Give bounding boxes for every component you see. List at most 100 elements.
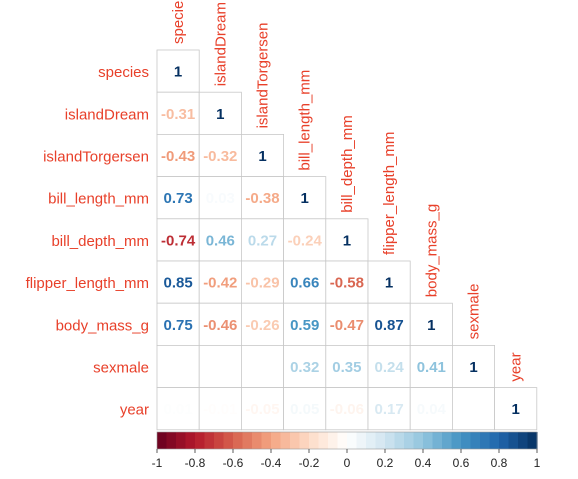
value-label: 0.04 [417,401,447,418]
cell-body_mass_g-species [156,302,200,346]
cell-year-species [156,387,200,431]
column-label-year: year [508,352,525,381]
colorbar-segment [204,432,215,449]
column-labels: species islandDream islandTorgersen bill_le… [170,0,525,382]
colorbar-segment [290,432,301,449]
colorbar-segment [527,432,538,449]
value-label: 0.27 [248,232,277,249]
colorbar-segment [518,432,529,449]
cell-bill_length_mm-bill_length_mm [283,176,327,220]
colorbar-segment [309,432,320,449]
value-label: 0.87 [374,317,403,334]
colorbar-segment [185,432,196,449]
value-label: -0.38 [245,190,279,207]
column-label-body_mass_g: body_mass_g [423,204,440,297]
value-label: 0.85 [163,275,192,292]
value-label: 1 [216,106,224,123]
column-label-sexmale: sexmale [466,284,483,340]
value-label: 0.59 [290,317,319,334]
column-label-bill_length_mm: bill_length_mm [297,70,314,171]
colorbar-segment [214,432,225,449]
colorbar-segment [328,432,339,449]
colorbar-segment [480,432,491,449]
colorbar-tick-label: 0.6 [453,456,470,470]
value-label: 0.35 [332,359,361,376]
colorbar-tick-label: -1 [152,456,163,470]
value-layer: 1 -0.31 1 -0.43 -0.32 1 0.73 0.03 -0.38 1 -0.74 0.4… [161,64,520,419]
colorbar-segment [356,432,367,449]
cell-year-bill_length_mm [283,387,327,431]
colorbar-tick-label: -0.8 [185,456,206,470]
cell-body_mass_g-flipper_length_mm [367,302,411,346]
colorbar-segment [442,432,453,449]
cell-bill_depth_mm-bill_length_mm [283,218,327,262]
cell-flipper_length_mm-flipper_length_mm [367,260,411,304]
colorbar-segment [470,432,481,449]
column-label-islandDream: islandDream [212,2,229,86]
value-label: -0.74 [161,232,196,249]
row-label-bill_length_mm: bill_length_mm [48,191,149,208]
colorbar-tick-label: 0.8 [491,456,508,470]
value-label: 0.01 [163,401,192,418]
value-label: 0.17 [374,401,403,418]
value-label: -0.42 [203,275,237,292]
value-label: 1 [427,317,435,334]
colorbar-tick-label: 0.2 [377,456,394,470]
colorbar-tick-label: 0.4 [415,456,432,470]
colorbar-tick-label: -0.6 [223,456,244,470]
value-label: -0.29 [245,275,279,292]
colorbar-segment [337,432,348,449]
value-label: 0.41 [417,359,446,376]
value-label: -0.01 [203,401,237,418]
colorbar-segment [233,432,244,449]
value-label: -0.26 [245,317,279,334]
colorbar: -1 -0.8 -0.6 -0.4 -0.2 0 0.2 0.4 0.6 0.8 1 [152,431,541,470]
value-label: 0.75 [163,317,192,334]
value-label: 1 [512,401,520,418]
row-label-sexmale: sexmale [93,360,149,377]
colorbar-segment [299,432,310,449]
colorbar-tick-label: 1 [534,456,541,470]
value-label: -0.05 [245,401,279,418]
cell-year-islandDream [198,387,242,431]
cell-flipper_length_mm-islandDream [198,260,242,304]
cell-body_mass_g-body_mass_g [409,302,453,346]
cell-year-bill_depth_mm [325,387,369,431]
cell-year-body_mass_g [409,387,453,431]
cell-bill_length_mm-islandDream [198,176,242,220]
column-label-islandTorgersen: islandTorgersen [255,22,272,128]
value-label: 0.03 [206,190,235,207]
colorbar-segment [318,432,329,449]
colorbar-segment [195,432,206,449]
value-label: -0.32 [203,148,237,165]
colorbar-segment [489,432,500,449]
value-label: 1 [385,275,393,292]
value-label: -0.47 [330,317,364,334]
value-label: 0.32 [290,359,319,376]
value-label: -0.24 [288,232,323,249]
cell-sexmale-sexmale [451,344,495,388]
colorbar-segment [404,432,415,449]
colorbar-segment [394,432,405,449]
cell-sexmale-species [156,344,200,388]
colorbar-segment [166,432,177,449]
cell-sexmale-islandDream [198,344,242,388]
cell-species-species [156,49,200,93]
value-label: -0.43 [161,148,195,165]
colorbar-segment [223,432,234,449]
row-label-bill_depth_mm: bill_depth_mm [51,233,149,250]
value-label: 0.05 [290,401,319,418]
cell-bill_depth_mm-islandDream [198,218,242,262]
colorbar-segment [375,432,386,449]
colorbar-segment [423,432,434,449]
value-label: 0.66 [290,275,319,292]
column-label-species: species [170,0,187,44]
row-label-year: year [120,402,149,419]
colorbar-segment [508,432,519,449]
cell-body_mass_g-islandDream [198,302,242,346]
colorbar-segment [157,432,168,449]
value-label: 0.24 [374,359,404,376]
cell-flipper_length_mm-species [156,260,200,304]
colorbar-tick-label: -0.2 [299,456,320,470]
